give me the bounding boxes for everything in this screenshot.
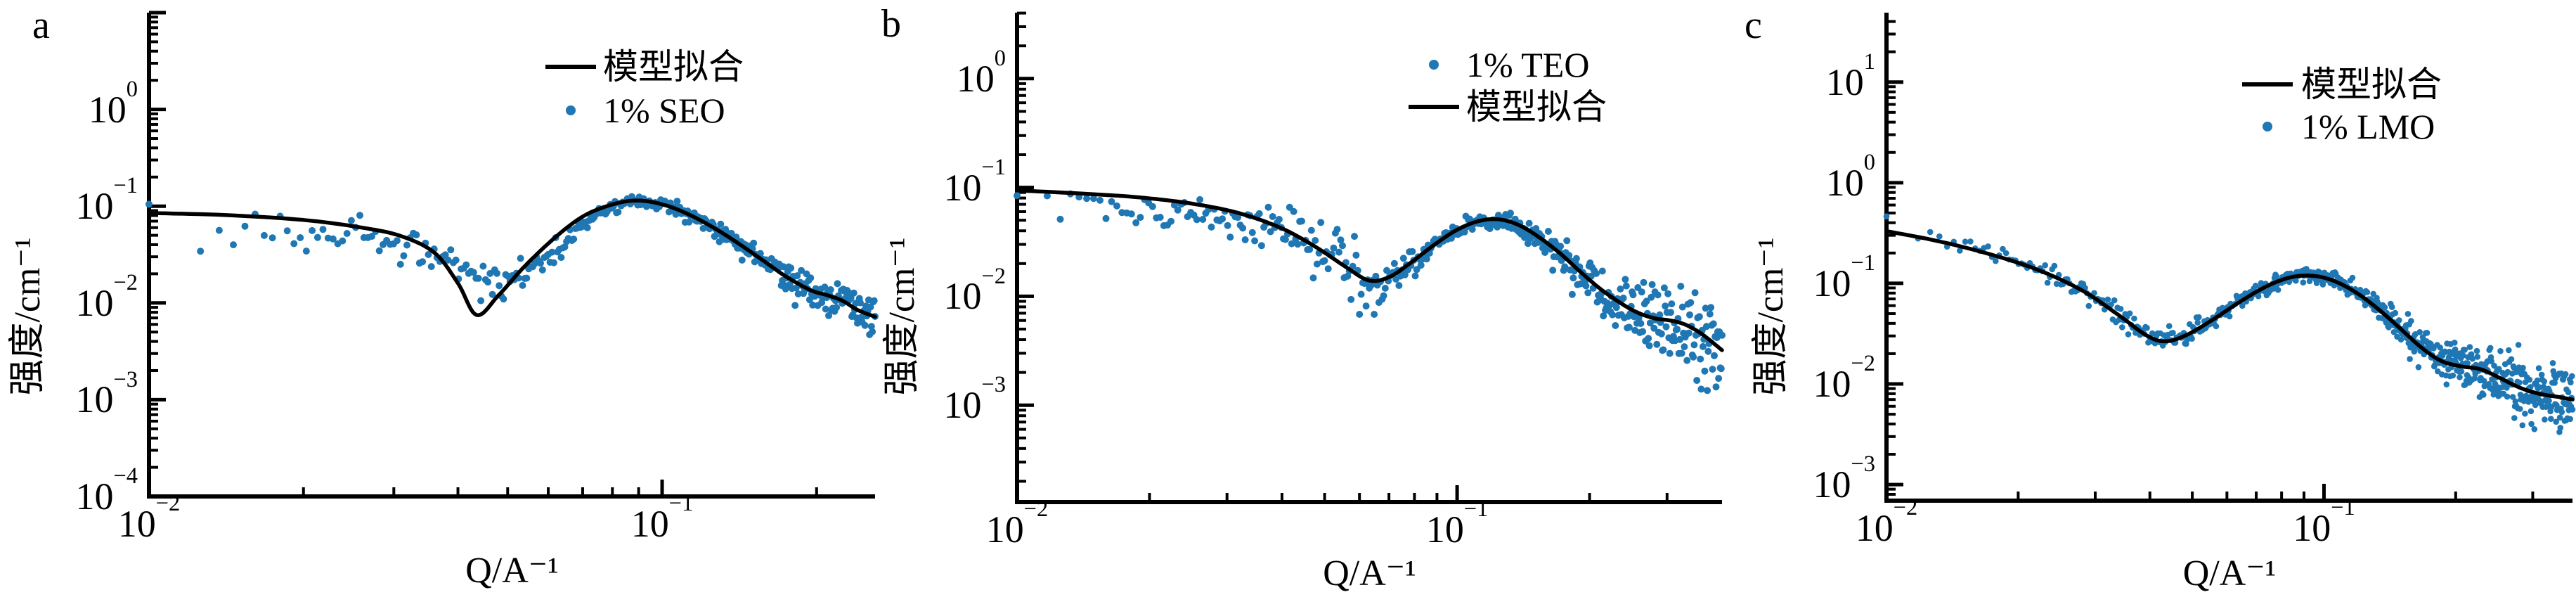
y-tick-label: 10−3: [1813, 451, 1875, 506]
y-tick-label: 100: [956, 45, 1006, 100]
scatter-points-b: [1014, 190, 1726, 394]
panel-letter-c: c: [1745, 4, 1762, 47]
panel-a-plot: [145, 11, 879, 499]
y-tick-label: 100: [1825, 150, 1875, 204]
legend-label: 1% LMO: [2301, 107, 2435, 146]
legend-label: 1% SEO: [603, 91, 725, 130]
x-tick-label: 10−2: [117, 491, 181, 545]
panel-letter-b: b: [881, 2, 901, 46]
x-axis-label: Q/A⁻¹: [2182, 553, 2277, 593]
panel-b-plot: [1014, 11, 1726, 504]
model-fit-line-c: [1884, 229, 2575, 402]
x-axis-label: Q/A⁻¹: [1323, 553, 1416, 593]
legend-line-marker: [1409, 105, 1459, 109]
y-tick-label: 10−3: [75, 366, 138, 421]
legend-label: 模型拟合: [1466, 87, 1607, 127]
y-tick-label: 10−1: [75, 173, 138, 228]
x-tick-label: 10−2: [1855, 495, 1918, 549]
y-axis-label: 强度/cm⁻¹: [8, 237, 48, 396]
x-axis-label: Q/A⁻¹: [465, 551, 559, 591]
scatter-points-a: [145, 193, 879, 338]
legend-dot-marker: [2263, 122, 2272, 131]
x-tick-label: 10−1: [1425, 496, 1489, 551]
x-tick-label: 10−1: [2293, 495, 2355, 549]
y-tick-label: 100: [88, 76, 138, 131]
y-tick-label: 10−2: [943, 263, 1006, 318]
x-tick-label: 10−2: [985, 496, 1049, 551]
panel-c-plot: [1883, 13, 2576, 503]
legend-label: 1% TEO: [1466, 45, 1590, 84]
legend-dot-marker: [1429, 60, 1439, 70]
y-axis-label: 强度/cm⁻¹: [1751, 237, 1791, 396]
model-fit-line-b: [1015, 188, 1724, 352]
y-tick-label: 10−4: [75, 463, 138, 518]
y-axis-label: 强度/cm⁻¹: [882, 237, 922, 396]
legend-line-marker: [2242, 82, 2293, 86]
y-tick-label: 10−3: [943, 372, 1006, 427]
legend-dot-marker: [566, 105, 576, 115]
y-tick-label: 10−1: [943, 154, 1006, 209]
legend-label: 模型拟合: [2301, 65, 2442, 104]
scatter-points-c: [1883, 213, 2576, 435]
panel-letter-a: a: [32, 4, 50, 47]
legend-label: 模型拟合: [603, 47, 744, 86]
y-tick-label: 10−2: [1813, 351, 1875, 405]
model-fit-line-a: [147, 198, 877, 319]
y-tick-label: 10−2: [75, 269, 138, 324]
y-tick-label: 101: [1825, 49, 1875, 103]
x-tick-label: 10−1: [630, 491, 694, 545]
legend-line-marker: [545, 65, 596, 69]
y-tick-label: 10−1: [1813, 250, 1875, 304]
